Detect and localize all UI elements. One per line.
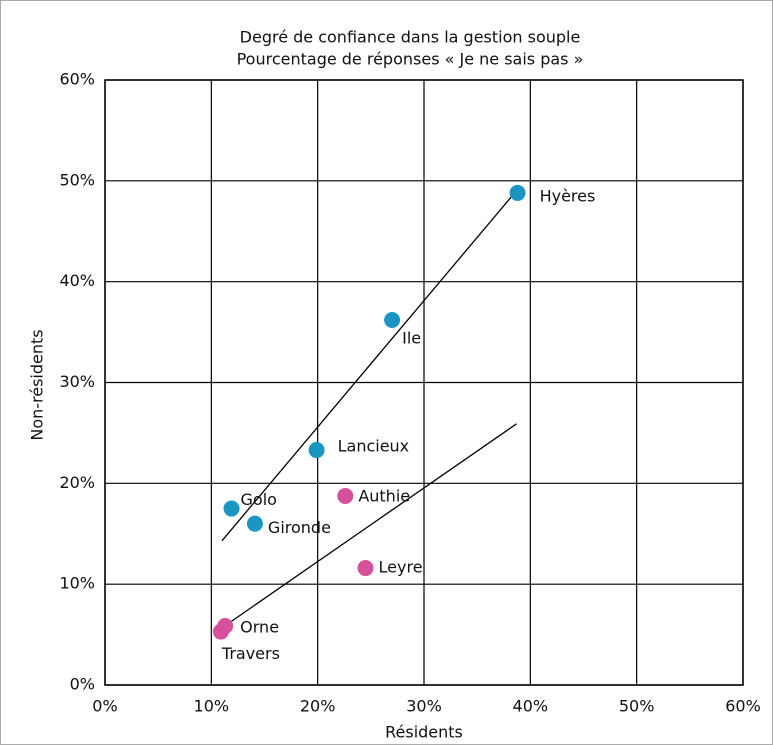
x-tick-label: 0% bbox=[92, 697, 117, 716]
x-tick-label: 30% bbox=[406, 697, 442, 716]
x-tick-label: 20% bbox=[300, 697, 336, 716]
point-label: Hyères bbox=[540, 186, 596, 205]
point-label: Orne bbox=[240, 618, 279, 637]
point bbox=[223, 500, 240, 517]
point bbox=[212, 623, 229, 640]
point bbox=[384, 311, 401, 328]
y-tick-label: 0% bbox=[70, 675, 95, 694]
point-label: Gironde bbox=[268, 518, 331, 537]
y-tick-label: 60% bbox=[59, 70, 95, 89]
x-tick-label: 60% bbox=[725, 697, 761, 716]
chart-subtitle: Pourcentage de réponses « Je ne sais pas… bbox=[237, 50, 584, 69]
trend-line bbox=[221, 196, 512, 542]
x-tick-label: 50% bbox=[619, 697, 655, 716]
point-label: Leyre bbox=[379, 558, 423, 577]
y-tick-label: 30% bbox=[59, 372, 95, 391]
y-tick-label: 20% bbox=[59, 473, 95, 492]
point-label: Authie bbox=[358, 486, 410, 505]
point-label: Lancieux bbox=[338, 437, 410, 456]
y-tick-label: 40% bbox=[59, 271, 95, 290]
point bbox=[337, 487, 354, 504]
point bbox=[357, 560, 374, 577]
point-label: Travers bbox=[221, 644, 280, 663]
y-axis-label: Non-résidents bbox=[28, 329, 47, 440]
point bbox=[246, 515, 263, 532]
point bbox=[308, 442, 325, 459]
point-label: Golo bbox=[241, 490, 277, 509]
x-axis-label: Résidents bbox=[385, 723, 463, 742]
y-tick-label: 50% bbox=[59, 170, 95, 189]
point-label: Ile bbox=[402, 328, 421, 347]
y-tick-label: 10% bbox=[59, 574, 95, 593]
chart-title: Degré de confiance dans la gestion soupl… bbox=[240, 28, 581, 47]
x-tick-label: 40% bbox=[513, 697, 549, 716]
trend-line bbox=[230, 423, 517, 623]
point bbox=[509, 184, 526, 201]
plot-border bbox=[104, 79, 744, 686]
x-tick-label: 10% bbox=[194, 697, 230, 716]
